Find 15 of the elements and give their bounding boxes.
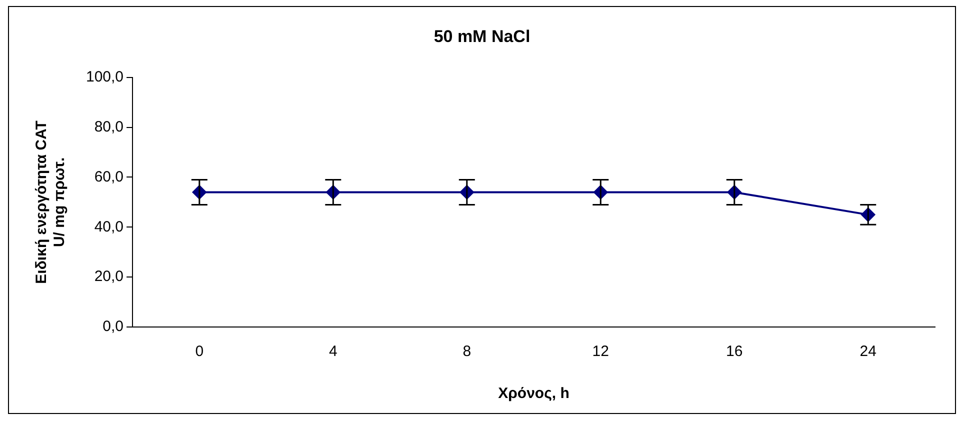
x-tick-label: 8 bbox=[462, 343, 472, 360]
y-axis-title: Ειδική ενεργότητα CAT U/ mg πρωτ. bbox=[33, 120, 68, 284]
y-tick-label: 20,0 bbox=[94, 268, 124, 286]
y-tick-label: 0,0 bbox=[102, 318, 124, 336]
y-tick-label: 40,0 bbox=[94, 218, 124, 236]
x-tick-label: 4 bbox=[328, 343, 338, 360]
x-tick-label: 24 bbox=[860, 343, 876, 360]
x-tick-label: 16 bbox=[726, 343, 743, 360]
x-tick-label: 12 bbox=[592, 343, 609, 360]
y-tick-label: 100,0 bbox=[86, 68, 124, 86]
y-tick-label: 60,0 bbox=[94, 168, 124, 186]
chart-title: 50 mM NaCl bbox=[434, 26, 530, 46]
x-tick-label: 0 bbox=[195, 343, 204, 360]
y-tick-label: 80,0 bbox=[94, 118, 124, 136]
x-axis-title: Χρόνος, h bbox=[498, 385, 570, 402]
